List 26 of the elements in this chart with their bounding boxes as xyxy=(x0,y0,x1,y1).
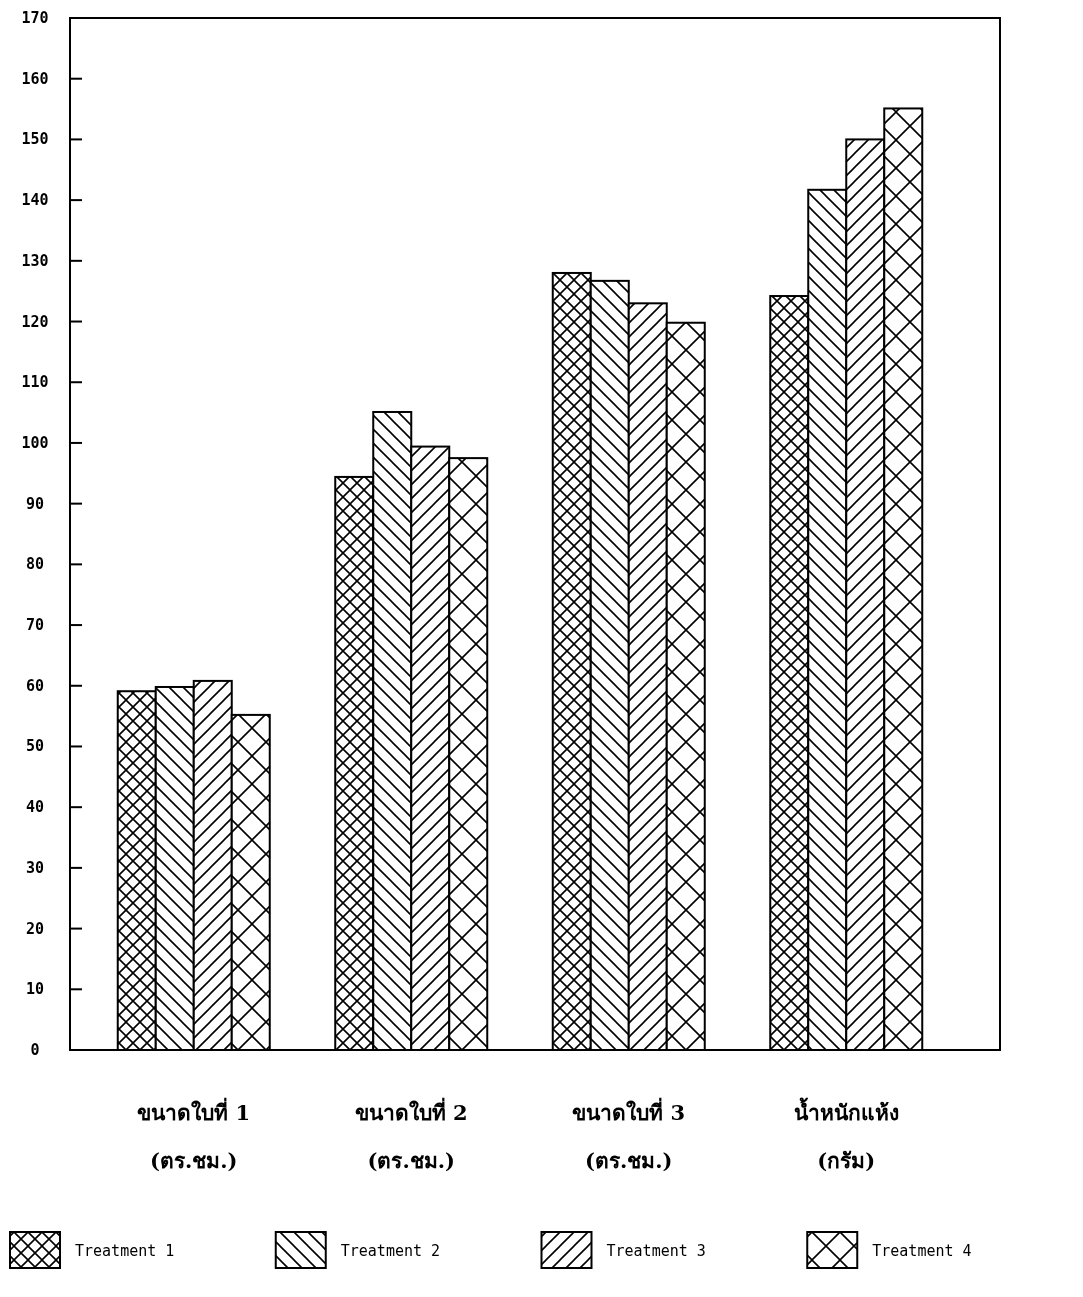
legend-label: Treatment 1 xyxy=(75,1242,175,1260)
y-tick-label: 140 xyxy=(21,191,49,210)
legend-label: Treatment 3 xyxy=(606,1242,706,1260)
y-tick-label: 90 xyxy=(25,494,45,513)
y-tick-label: 50 xyxy=(25,737,45,756)
legend-label: Treatment 4 xyxy=(872,1242,972,1260)
x-tick-label: ขนาดใบที่ 3 (ตร.ชม.) xyxy=(572,1097,686,1173)
y-tick-label: 40 xyxy=(25,798,45,817)
x-tick-label: ขนาดใบที่ 1 (ตร.ชม.) xyxy=(137,1097,251,1173)
x-tick-label: น้ำหนักแห้ง (กรัม) xyxy=(793,1097,899,1173)
x-tick-label: ขนาดใบที่ 2 (ตร.ชม.) xyxy=(354,1097,468,1173)
y-tick-label: 10 xyxy=(25,980,45,999)
y-tick-label: 100 xyxy=(21,433,49,452)
y-tick-label: 80 xyxy=(25,555,45,574)
y-tick-label: 170 xyxy=(21,9,49,27)
y-tick-label: 20 xyxy=(25,919,45,938)
y-tick-label: 120 xyxy=(21,312,49,331)
y-tick-label: 30 xyxy=(25,858,45,877)
legend-label: Treatment 2 xyxy=(340,1242,441,1260)
y-tick-label: 160 xyxy=(21,69,49,88)
y-tick-label: 60 xyxy=(25,676,45,695)
y-tick-label: 130 xyxy=(21,251,49,270)
y-tick-label: 0 xyxy=(30,1041,40,1059)
y-tick-label: 110 xyxy=(21,373,49,392)
y-tick-label: 70 xyxy=(25,616,45,635)
y-tick-label: 150 xyxy=(21,130,49,149)
